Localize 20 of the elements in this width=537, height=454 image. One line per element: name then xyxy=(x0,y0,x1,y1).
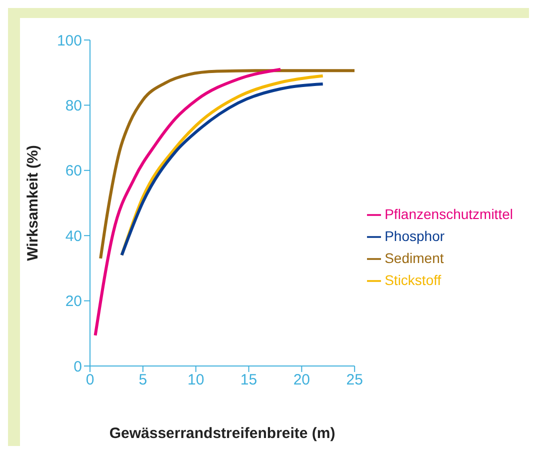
y-tick-label: 100 xyxy=(56,32,82,50)
line-series xyxy=(99,69,355,260)
y-tick-label: 0 xyxy=(74,358,82,376)
x-tick-label: 20 xyxy=(293,372,310,389)
y-tick-label: 80 xyxy=(65,98,82,115)
y-tick-label: 60 xyxy=(65,162,82,180)
x-tick-label: 15 xyxy=(240,372,258,389)
legend-label: Pflanzenschutzmittel xyxy=(384,206,513,222)
x-tick-label: 0 xyxy=(86,372,94,389)
legend-label: Stickstoff xyxy=(384,272,442,288)
y-axis-title: Wirksamkeit (%) xyxy=(24,145,42,261)
x-tick-label: 25 xyxy=(346,372,363,389)
y-tick-label: 20 xyxy=(65,293,82,310)
legend-label: Sediment xyxy=(384,250,444,266)
x-tick-label: 5 xyxy=(138,372,148,389)
legend-label: Phosphor xyxy=(384,228,445,244)
x-tick-label: 10 xyxy=(187,372,204,389)
line-series xyxy=(94,68,282,337)
x-axis-title: Gewässerrandstreifenbreite (m) xyxy=(109,425,336,442)
y-tick-label: 40 xyxy=(65,228,82,245)
